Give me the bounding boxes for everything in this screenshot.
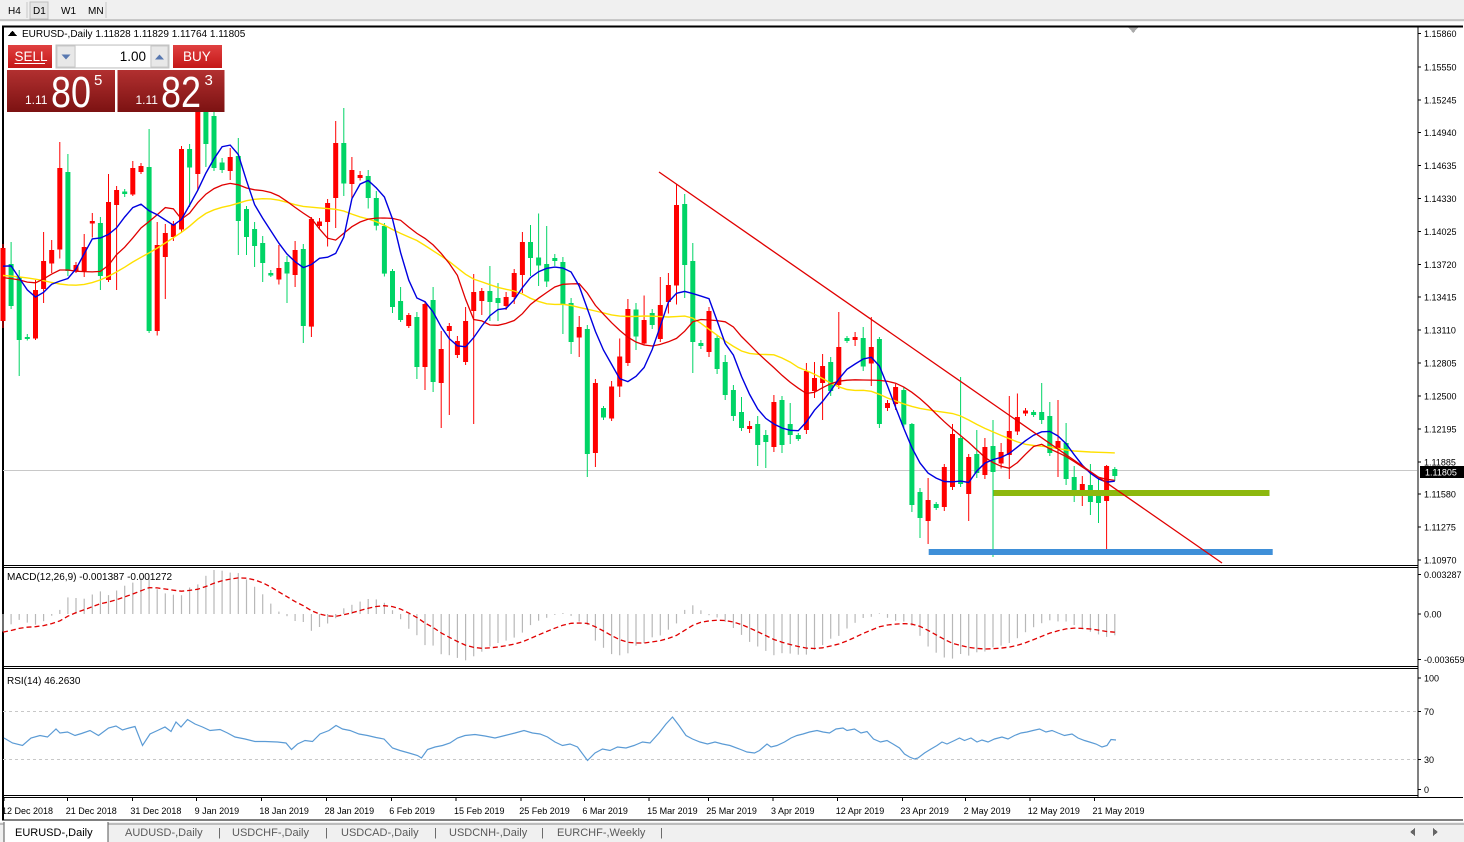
svg-text:|: | bbox=[541, 827, 544, 839]
svg-text:1.15550: 1.15550 bbox=[1424, 62, 1457, 72]
svg-text:1.11: 1.11 bbox=[136, 93, 159, 107]
svg-text:1.13720: 1.13720 bbox=[1424, 260, 1457, 270]
svg-text:W1: W1 bbox=[61, 6, 76, 17]
svg-text:H4: H4 bbox=[8, 6, 21, 17]
svg-text:|: | bbox=[660, 827, 663, 839]
svg-text:BUY: BUY bbox=[183, 49, 211, 64]
svg-text:31 Dec 2018: 31 Dec 2018 bbox=[130, 806, 181, 816]
svg-text:12 May 2019: 12 May 2019 bbox=[1028, 806, 1080, 816]
svg-text:80: 80 bbox=[51, 68, 91, 117]
svg-text:1.11275: 1.11275 bbox=[1424, 523, 1456, 533]
svg-text:1.14330: 1.14330 bbox=[1424, 194, 1457, 204]
svg-text:|: | bbox=[434, 827, 437, 839]
svg-text:RSI(14) 46.2630: RSI(14) 46.2630 bbox=[7, 676, 81, 687]
svg-text:0.003287: 0.003287 bbox=[1424, 570, 1462, 580]
svg-text:25 Mar 2019: 25 Mar 2019 bbox=[706, 806, 757, 816]
svg-text:MACD(12,26,9) -0.001387 -0.001: MACD(12,26,9) -0.001387 -0.001272 bbox=[7, 572, 173, 583]
svg-text:25 Feb 2019: 25 Feb 2019 bbox=[519, 806, 570, 816]
svg-text:12 Apr 2019: 12 Apr 2019 bbox=[836, 806, 885, 816]
svg-text:1.10970: 1.10970 bbox=[1424, 556, 1457, 566]
svg-text:|: | bbox=[218, 827, 221, 839]
svg-text:18 Jan 2019: 18 Jan 2019 bbox=[259, 806, 309, 816]
svg-text:15 Feb 2019: 15 Feb 2019 bbox=[454, 806, 505, 816]
svg-text:EURUSD-,Daily 1.11828 1.11829: EURUSD-,Daily 1.11828 1.11829 1.11764 1.… bbox=[22, 29, 246, 40]
svg-text:15 Mar 2019: 15 Mar 2019 bbox=[647, 806, 698, 816]
svg-text:USDCAD-,Daily: USDCAD-,Daily bbox=[341, 827, 419, 839]
svg-text:AUDUSD-,Daily: AUDUSD-,Daily bbox=[125, 827, 203, 839]
svg-text:6 Mar 2019: 6 Mar 2019 bbox=[582, 806, 628, 816]
svg-text:1.00: 1.00 bbox=[120, 49, 146, 64]
svg-text:1.15245: 1.15245 bbox=[1424, 95, 1457, 105]
svg-text:82: 82 bbox=[161, 68, 201, 117]
svg-text:28 Jan 2019: 28 Jan 2019 bbox=[325, 806, 375, 816]
svg-text:1.14635: 1.14635 bbox=[1424, 161, 1457, 171]
svg-text:USDCNH-,Daily: USDCNH-,Daily bbox=[449, 827, 528, 839]
svg-text:1.13415: 1.13415 bbox=[1424, 293, 1457, 303]
svg-text:0.00: 0.00 bbox=[1424, 609, 1442, 619]
svg-text:-0.003659: -0.003659 bbox=[1424, 655, 1464, 665]
svg-text:|: | bbox=[325, 827, 328, 839]
svg-text:1.14940: 1.14940 bbox=[1424, 128, 1457, 138]
svg-text:1.12805: 1.12805 bbox=[1424, 359, 1457, 369]
svg-text:1.11580: 1.11580 bbox=[1424, 490, 1456, 500]
svg-text:12 Dec 2018: 12 Dec 2018 bbox=[2, 806, 53, 816]
svg-text:2 May 2019: 2 May 2019 bbox=[964, 806, 1011, 816]
svg-text:SELL: SELL bbox=[15, 49, 49, 64]
svg-text:23 Apr 2019: 23 Apr 2019 bbox=[900, 806, 949, 816]
svg-text:1.15860: 1.15860 bbox=[1424, 29, 1457, 39]
svg-text:1.12195: 1.12195 bbox=[1424, 425, 1457, 435]
svg-text:30: 30 bbox=[1424, 755, 1434, 765]
svg-text:100: 100 bbox=[1424, 674, 1439, 684]
svg-text:0: 0 bbox=[1424, 785, 1429, 795]
svg-text:70: 70 bbox=[1424, 707, 1434, 717]
svg-text:1.13110: 1.13110 bbox=[1424, 326, 1456, 336]
svg-text:9 Jan 2019: 9 Jan 2019 bbox=[195, 806, 240, 816]
svg-text:MN: MN bbox=[88, 6, 104, 17]
svg-text:1.14025: 1.14025 bbox=[1424, 227, 1457, 237]
svg-text:3: 3 bbox=[205, 72, 213, 89]
svg-text:1.11: 1.11 bbox=[25, 93, 48, 107]
svg-text:5: 5 bbox=[94, 72, 102, 89]
svg-text:EURCHF-,Weekly: EURCHF-,Weekly bbox=[557, 827, 646, 839]
svg-text:21 Dec 2018: 21 Dec 2018 bbox=[66, 806, 117, 816]
svg-text:6 Feb 2019: 6 Feb 2019 bbox=[389, 806, 435, 816]
svg-text:1.12500: 1.12500 bbox=[1424, 392, 1457, 402]
svg-text:21 May 2019: 21 May 2019 bbox=[1093, 806, 1145, 816]
svg-text:D1: D1 bbox=[33, 6, 46, 17]
svg-text:1.11805: 1.11805 bbox=[1425, 468, 1457, 478]
svg-text:USDCHF-,Daily: USDCHF-,Daily bbox=[232, 827, 310, 839]
svg-text:3 Apr 2019: 3 Apr 2019 bbox=[771, 806, 815, 816]
svg-text:1.11885: 1.11885 bbox=[1424, 457, 1456, 467]
svg-text:EURUSD-,Daily: EURUSD-,Daily bbox=[15, 827, 93, 839]
